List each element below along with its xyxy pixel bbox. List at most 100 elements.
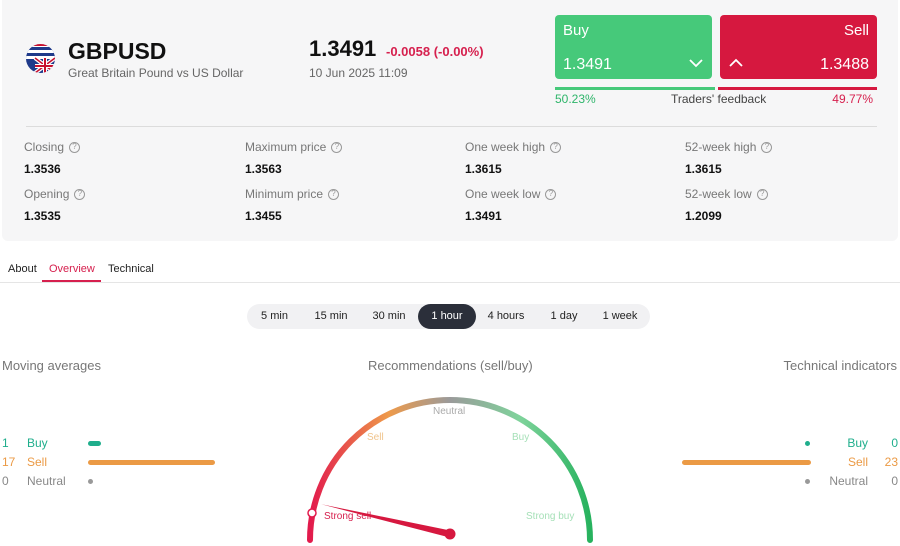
help-circle-icon[interactable]: ? [756, 188, 768, 200]
ma-buy-label: Buy [27, 436, 48, 450]
sell-price: 1.3488 [820, 56, 869, 73]
ma-buy-row: 1 Buy [2, 436, 48, 450]
ti-buy-count: 0 [891, 436, 898, 450]
chevron-down-icon [689, 59, 703, 68]
gauge-label-strong-sell: Strong sell [324, 511, 371, 522]
stat-value: 1.3491 [465, 209, 502, 223]
buy-label: Buy [563, 22, 589, 39]
tab-technical[interactable]: Technical [108, 263, 154, 275]
ma-sell-count: 17 [2, 455, 16, 469]
stat-value: 1.3615 [685, 162, 722, 176]
timeframe-1-week[interactable]: 1 week [602, 310, 638, 322]
divider [26, 126, 877, 127]
stat-label: Opening [24, 187, 70, 201]
help-circle-icon[interactable]: ? [331, 141, 343, 153]
ti-neutral-label: Neutral [829, 474, 868, 488]
stat-opening: Opening? 1.3535 [24, 187, 86, 223]
ma-neutral-row: 0 Neutral [2, 474, 66, 488]
instrument-card: GBPUSD Great Britain Pound vs US Dollar … [2, 0, 898, 241]
stat-label: 52-week low [685, 187, 752, 201]
tab-about[interactable]: About [8, 263, 37, 275]
gauge-label-strong-buy: Strong buy [526, 511, 574, 522]
ti-buy-label: Buy [847, 436, 868, 450]
ti-sell-label: Sell [847, 455, 868, 469]
instrument-full-name: Great Britain Pound vs US Dollar [68, 66, 244, 80]
current-price: 1.3491 [309, 36, 377, 61]
ma-sell-bar [88, 460, 215, 465]
gb-us-flag-icon [26, 44, 55, 73]
instrument-symbol: GBPUSD [68, 38, 167, 64]
help-circle-icon[interactable]: ? [328, 188, 340, 200]
buy-button[interactable]: Buy 1.3491 [555, 15, 712, 79]
chevron-up-icon [729, 58, 743, 67]
gauge-label-neutral: Neutral [433, 406, 465, 417]
sell-button[interactable]: Sell 1.3488 [720, 15, 877, 79]
recommendation-gauge: Strong sell Sell Neutral Buy Strong buy [307, 397, 593, 543]
stat-value: 1.3563 [245, 162, 282, 176]
stat-minimum-price: Minimum price? 1.3455 [245, 187, 340, 223]
timeframe-5-min[interactable]: 5 min [261, 310, 288, 322]
sell-label: Sell [843, 22, 869, 39]
quote-datetime: 10 Jun 2025 11:09 [309, 66, 408, 80]
ti-neutral-dot [805, 479, 810, 484]
stat-value: 1.2099 [685, 209, 722, 223]
ti-neutral-count: 0 [891, 474, 898, 488]
help-circle-icon[interactable]: ? [761, 141, 773, 153]
moving-averages-title: Moving averages [2, 358, 101, 373]
feedback-sell-percent: 49.77% [832, 92, 873, 106]
stat-52-week-low: 52-week low? 1.2099 [685, 187, 768, 223]
stat-closing: Closing? 1.3536 [24, 140, 81, 176]
buy-price: 1.3491 [563, 56, 612, 73]
stat-value: 1.3455 [245, 209, 282, 223]
stat-value: 1.3536 [24, 162, 61, 176]
gauge-needle-hub [444, 528, 456, 540]
help-circle-icon[interactable]: ? [545, 188, 557, 200]
gauge-label-buy: Buy [512, 432, 529, 443]
help-circle-icon[interactable]: ? [550, 141, 562, 153]
ti-sell-bar [682, 460, 811, 465]
feedback-buy-bar [555, 87, 715, 90]
stat-value: 1.3535 [24, 209, 61, 223]
ti-buy-dot [805, 441, 810, 446]
stat-label: Minimum price [245, 187, 324, 201]
ma-neutral-dot [88, 479, 93, 484]
timeframe-30-min[interactable]: 30 min [372, 310, 406, 322]
stat-one-week-low: One week low? 1.3491 [465, 187, 557, 223]
help-circle-icon[interactable]: ? [69, 141, 81, 153]
ma-buy-bar [88, 441, 101, 446]
gauge-needle [321, 504, 451, 538]
price-change: -0.0058 (-0.00%) [386, 44, 484, 59]
timeframe-1-hour[interactable]: 1 hour [418, 304, 476, 329]
stat-maximum-price: Maximum price? 1.3563 [245, 140, 343, 176]
ma-neutral-count: 0 [2, 474, 9, 488]
ma-sell-label: Sell [27, 455, 48, 469]
gauge-label-sell: Sell [367, 432, 384, 443]
ma-neutral-label: Neutral [27, 474, 66, 488]
tab-overview[interactable]: Overview [49, 263, 95, 275]
timeframe-selector: 5 min 15 min 30 min 1 hour 4 hours 1 day… [247, 304, 650, 329]
stat-label: Maximum price [245, 140, 327, 154]
stat-label: One week low [465, 187, 541, 201]
timeframe-1-day[interactable]: 1 day [550, 310, 578, 322]
gauge-start-marker [307, 508, 317, 518]
recommendations-title: Recommendations (sell/buy) [368, 358, 533, 373]
ma-buy-count: 1 [2, 436, 9, 450]
stat-label: 52-week high [685, 140, 757, 154]
technical-indicators-title: Technical indicators [783, 358, 897, 373]
stat-label: One week high [465, 140, 546, 154]
stat-label: Closing [24, 140, 65, 154]
stat-one-week-high: One week high? 1.3615 [465, 140, 562, 176]
gauge-arc [307, 397, 593, 543]
section-tabs: About Overview Technical [0, 260, 900, 283]
active-tab-indicator [42, 280, 101, 282]
ma-sell-row: 17 Sell [2, 455, 47, 469]
stat-value: 1.3615 [465, 162, 502, 176]
ti-sell-count: 23 [884, 455, 898, 469]
help-circle-icon[interactable]: ? [74, 188, 86, 200]
feedback-sell-bar [718, 87, 877, 90]
stat-52-week-high: 52-week high? 1.3615 [685, 140, 773, 176]
feedback-buy-percent: 50.23% [555, 92, 596, 106]
feedback-title: Traders' feedback [671, 92, 767, 106]
timeframe-15-min[interactable]: 15 min [314, 310, 348, 322]
timeframe-4-hours[interactable]: 4 hours [487, 310, 525, 322]
